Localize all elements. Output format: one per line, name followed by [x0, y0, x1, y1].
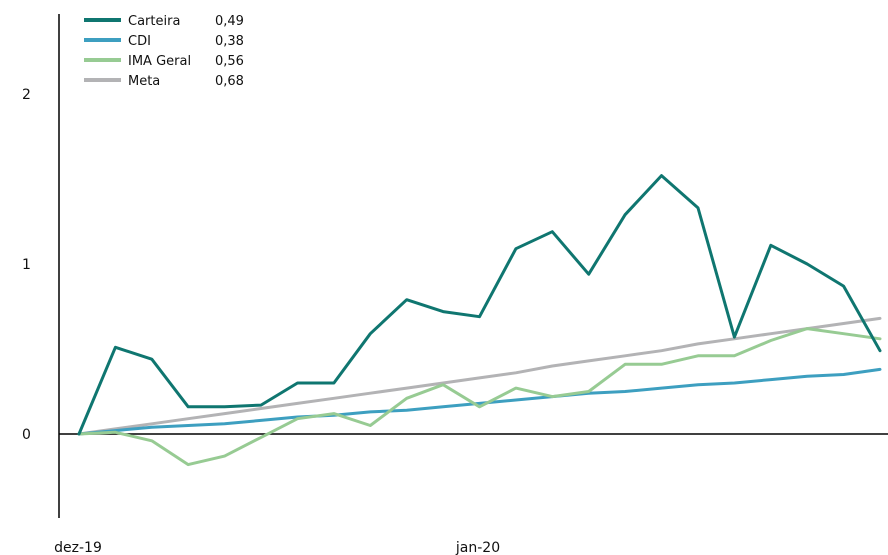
x-tick-label: dez-19 [54, 540, 102, 555]
legend-label: CDI [128, 34, 151, 49]
legend-value: 0,56 [215, 54, 244, 69]
legend-value: 0,38 [215, 34, 244, 49]
legend-value: 0,68 [215, 74, 244, 89]
legend-label: Carteira [128, 14, 180, 29]
legend-label: Meta [128, 74, 160, 89]
x-tick-labels: dez-19 jan-20 [54, 540, 500, 555]
series-line-ima-geral [77, 327, 882, 467]
series-lines [77, 174, 882, 467]
legend: Carteira 0,49 CDI 0,38 IMA Geral 0,56 Meta 0,68 [84, 14, 244, 89]
y-tick-label: 1 [22, 257, 31, 273]
series-line-meta [77, 316, 882, 436]
y-tick-label: 2 [22, 87, 31, 103]
y-tick-labels: 0 1 2 [22, 87, 31, 443]
series-line-carteira [77, 174, 882, 436]
series-line-cdi [77, 367, 882, 436]
legend-value: 0,49 [215, 14, 244, 29]
x-tick-label: jan-20 [455, 540, 500, 555]
legend-label: IMA Geral [128, 54, 191, 69]
axes [58, 14, 888, 518]
y-tick-label: 0 [22, 427, 31, 443]
